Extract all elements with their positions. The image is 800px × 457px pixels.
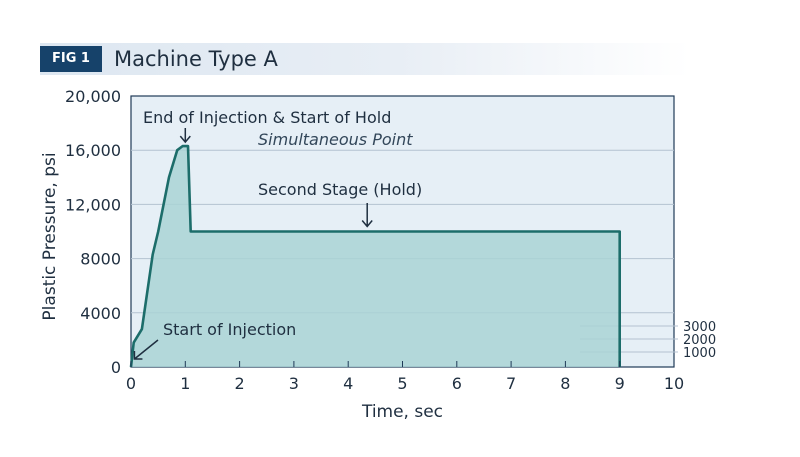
x-tick-label: 4	[343, 374, 353, 393]
y-tick-label: 4000	[80, 304, 121, 323]
x-tick-label: 3	[289, 374, 299, 393]
x-tick-label: 10	[664, 374, 684, 393]
pressure-line	[129, 144, 621, 368]
annotation-end-of-injection: End of Injection & Start of Hold	[143, 108, 391, 127]
right-label: 2000	[683, 333, 716, 348]
figure-badge: FIG 1	[40, 46, 102, 72]
x-tick-label: 0	[126, 374, 136, 393]
x-tick-label: 6	[452, 374, 462, 393]
x-axis: 0 1 2 3 4 5 6 7 8 9 10	[126, 361, 684, 393]
x-axis-title: Time, sec	[361, 402, 443, 422]
figure-title: Machine Type A	[114, 47, 278, 71]
y-axis: 0 4000 8000 12,000 16,000 20,000	[65, 87, 121, 377]
x-tick-label: 7	[506, 374, 516, 393]
annotation-second-stage: Second Stage (Hold)	[258, 180, 422, 199]
y-tick-label: 16,000	[65, 141, 121, 160]
arrow-end-of-injection	[179, 128, 191, 144]
arrow-second-stage	[361, 203, 373, 228]
x-tick-label: 8	[560, 374, 570, 393]
right-label: 1000	[683, 346, 716, 361]
x-tick-label: 5	[397, 374, 407, 393]
y-tick-label: 20,000	[65, 87, 121, 106]
arrow-start-of-injection	[133, 339, 159, 360]
x-tick-label: 1	[180, 374, 190, 393]
y-axis-title: Plastic Pressure, psi	[40, 152, 60, 320]
annotation-simultaneous-point: Simultaneous Point	[258, 130, 413, 149]
pressure-area	[131, 146, 620, 367]
y-tick-label: 8000	[80, 250, 121, 269]
x-tick-label: 9	[615, 374, 625, 393]
figure-header: FIG 1 Machine Type A	[40, 43, 690, 75]
x-tick-label: 2	[235, 374, 245, 393]
y-tick-label: 0	[111, 358, 121, 377]
annotation-start-of-injection: Start of Injection	[163, 320, 296, 339]
right-label: 3000	[683, 320, 716, 335]
y-tick-label: 12,000	[65, 195, 121, 214]
